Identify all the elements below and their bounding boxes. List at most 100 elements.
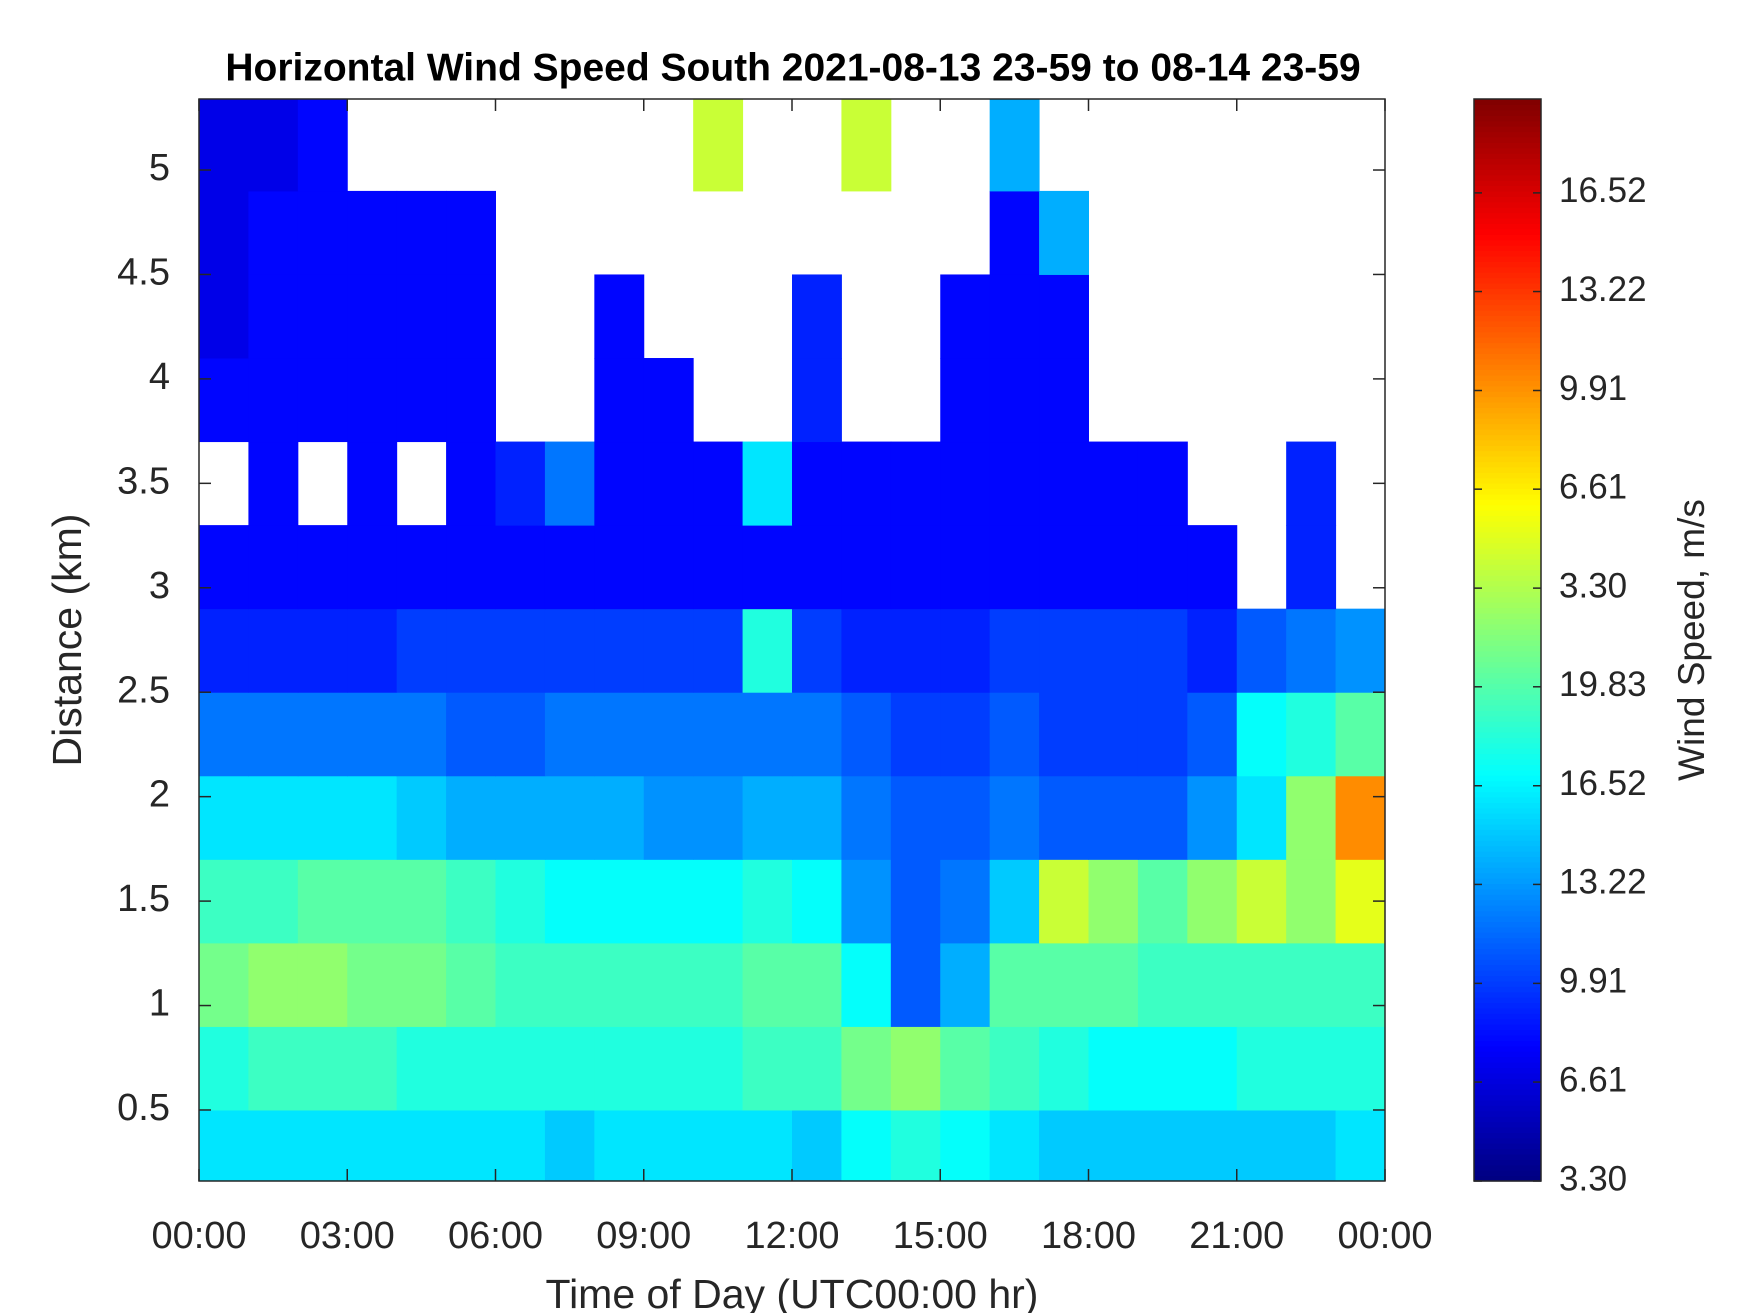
heat-cell [1286,859,1337,944]
heat-cell [199,99,249,192]
colorbar-step [1474,537,1541,544]
colorbar-step [1474,780,1541,787]
colorbar-step [1474,845,1541,852]
heat-cell [1039,859,1089,944]
colorbar-step [1474,526,1541,533]
colorbar-step [1474,1116,1541,1123]
colorbar-step [1474,126,1541,133]
heat-cell [1187,1109,1238,1182]
heat-cell [1335,1109,1386,1182]
colorbar-tick-label: 9.91 [1559,369,1627,408]
heat-cell [643,1109,694,1182]
x-tick-label: 03:00 [300,1215,395,1257]
heat-cell [742,441,793,526]
heat-cell [940,859,991,944]
colorbar-step [1474,531,1541,538]
heat-cell [396,692,447,777]
colorbar-step [1474,499,1541,506]
colorbar-step [1474,201,1541,208]
colorbar-step [1474,342,1541,349]
colorbar-step [1474,937,1541,944]
heat-cell [594,859,645,944]
colorbar-step [1474,488,1541,495]
colorbar-step [1474,337,1541,344]
heat-cell [792,1026,842,1111]
heat-cell [989,190,1040,275]
heat-cell [495,1109,546,1182]
colorbar-step [1474,1040,1541,1047]
heat-cell [940,358,991,443]
colorbar-step [1474,255,1541,262]
colorbar-step [1474,959,1541,966]
heat-cell [248,441,299,526]
heat-cell [199,942,249,1027]
heat-cell [495,1026,546,1111]
colorbar-step [1474,688,1541,695]
heat-cell [841,99,892,192]
heat-cell [792,274,842,359]
colorbar-step [1474,147,1541,154]
heat-cell [643,692,694,777]
heat-cell [890,1026,941,1111]
heat-cell [1039,525,1089,610]
heat-cell [1187,859,1238,944]
colorbar-step [1474,867,1541,874]
heat-cell [940,1109,991,1182]
heat-cell [643,525,694,610]
heat-cell [841,1026,892,1111]
colorbar-step [1474,1061,1541,1068]
colorbar-step [1474,423,1541,430]
heat-cell [1335,942,1386,1027]
heat-cell [1335,692,1386,777]
colorbar-step [1474,721,1541,728]
heat-cell [594,525,645,610]
heat-cell [495,525,546,610]
colorbar-step [1474,650,1541,657]
heat-cell [1039,441,1089,526]
heat-cell [594,274,645,359]
colorbar-step [1474,401,1541,408]
colorbar-step [1474,510,1541,517]
heat-cell [248,942,299,1027]
colorbar-step [1474,288,1541,295]
heat-cell [297,608,348,693]
heat-cell [347,525,398,610]
colorbar-step [1474,1045,1541,1052]
heat-cell [544,608,595,693]
colorbar-label: Wind Speed, m/s [1671,499,1712,781]
colorbar-step [1474,223,1541,230]
colorbar-step [1474,1121,1541,1128]
heat-cell [1236,942,1287,1027]
heat-cell [396,358,447,443]
heat-cell [446,274,496,359]
colorbar-step [1474,775,1541,782]
colorbar-step [1474,212,1541,219]
heat-cell [1137,525,1188,610]
heat-cell [742,525,793,610]
colorbar-step [1474,174,1541,181]
colorbar-step [1474,1078,1541,1085]
colorbar-step [1474,634,1541,641]
heat-cell [594,358,645,443]
colorbar-step [1474,466,1541,473]
heat-cell [544,441,595,526]
heat-cell [792,525,842,610]
colorbar-step [1474,358,1541,365]
heat-cell [742,608,793,693]
colorbar-step [1474,266,1541,273]
y-tick-label: 5 [149,147,170,189]
heat-cell [199,525,249,610]
colorbar-step [1474,553,1541,560]
colorbar-step [1474,234,1541,241]
colorbar-step [1474,910,1541,917]
colorbar-step [1474,888,1541,895]
heat-cell [1137,1026,1188,1111]
heat-cell [1088,859,1139,944]
heat-cell [446,942,496,1027]
heat-cell [693,1026,744,1111]
heat-cell [248,358,299,443]
colorbar-step [1474,921,1541,928]
colorbar-step [1474,899,1541,906]
colorbar-step [1474,558,1541,565]
